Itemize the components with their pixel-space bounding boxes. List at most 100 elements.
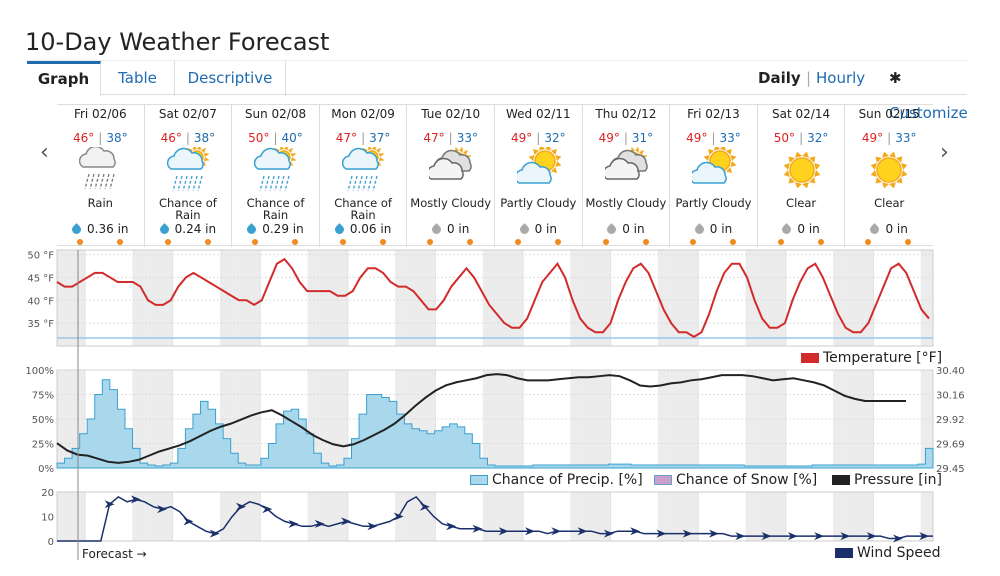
rain-icon (78, 145, 123, 193)
day-temps: 47° | 37° (335, 131, 391, 145)
precip-tick-label: 100% (25, 366, 54, 377)
day-temps: 47° | 33° (423, 131, 478, 145)
wind-direction-arrow (577, 527, 588, 536)
precip-amount: 0.24 in (145, 222, 232, 236)
mostly-cloudy-icon (602, 146, 649, 193)
night-band (219, 250, 233, 346)
day-date: Sun 02/15 (858, 107, 920, 121)
prev-days-button[interactable]: ‹ (40, 140, 49, 165)
night-band (319, 250, 348, 346)
tab-descriptive[interactable]: Descriptive (175, 61, 286, 96)
mostly-cloudy-icon (427, 146, 473, 193)
high-temp: 46° (160, 131, 182, 145)
precip-value: 0 in (622, 222, 645, 236)
sun-times (583, 239, 670, 245)
temperature-line (56, 257, 930, 339)
sunset-icon (467, 239, 474, 245)
temperature-tick-label: 45 °F (27, 273, 54, 284)
legend-snow: Chance of Snow [%] (654, 472, 817, 488)
day-column[interactable]: Tue 02/10 47° | 33° Mostly Cloudy 0 in (407, 105, 495, 247)
night-band (57, 250, 86, 346)
legend-temperature-label: Temperature [°F] (823, 350, 943, 366)
pressure-tick-label: 29.45 (936, 464, 965, 475)
legend-precip: Chance of Precip. [%] (470, 472, 643, 488)
wind-direction-arrow (656, 529, 667, 538)
wind-direction-arrow (157, 505, 168, 514)
night-band (570, 370, 583, 468)
legend-pressure-label: Pressure [in] (854, 472, 942, 488)
daily-toggle[interactable]: Daily (758, 69, 801, 87)
wind-direction-arrow (183, 517, 194, 526)
night-band (307, 492, 320, 541)
wind-tick-label: 0 (48, 537, 54, 548)
precip-value: 0.06 in (349, 222, 392, 236)
day-column[interactable]: Fri 02/13 49° | 33° Partly Cloudy 0 in (670, 105, 758, 247)
partly-cloudy-icon (514, 144, 562, 193)
day-temps: 49° | 31° (598, 131, 654, 145)
sunset-icon (379, 239, 386, 245)
tab-table[interactable]: Table (101, 61, 175, 96)
day-column[interactable]: Wed 02/11 49° | 32° Partly Cloudy 0 in (495, 105, 583, 247)
wind-tick-label: 20 (41, 488, 54, 499)
sunrise-icon (339, 239, 346, 245)
high-temp: 47° (423, 131, 445, 145)
day-column[interactable]: Mon 02/09 47° | 37° Chance of Rain 0.06 in (320, 105, 408, 247)
night-band (307, 250, 320, 346)
wind-direction-arrow (892, 534, 903, 543)
condition-text: Chance of Rain (158, 196, 217, 222)
sunrise-icon (690, 239, 697, 245)
pressure-tick-label: 30.40 (936, 366, 965, 377)
precip-value: 0 in (446, 222, 470, 236)
temperature-tick-label: 35 °F (27, 319, 54, 330)
wind-direction-arrow (341, 517, 352, 526)
tab-graph[interactable]: Graph (27, 61, 101, 96)
temperature-panel (56, 249, 934, 347)
day-column[interactable]: Sun 02/08 50° | 40° Chance of Rain 0.29 in (232, 105, 320, 247)
wind-direction-arrow (262, 505, 273, 514)
night-band (319, 492, 348, 541)
night-band (232, 492, 261, 541)
wind-direction-arrow (235, 502, 246, 511)
precip-amount: 0.29 in (232, 222, 319, 236)
wind-swatch (835, 548, 853, 558)
day-column[interactable]: Sat 02/14 50° | 32° Clear 0 in (758, 105, 846, 247)
pressure-tick-label: 29.69 (936, 440, 965, 451)
precip-tick-label: 25% (32, 440, 54, 451)
condition-text: Partly Cloudy (675, 196, 752, 210)
day-column[interactable]: Sun 02/15 49° | 33° Clear 0 in (845, 105, 933, 247)
day-date: Fri 02/13 (687, 107, 740, 121)
night-band (920, 492, 933, 541)
chance-rain-icon (341, 144, 386, 193)
gear-icon: ✱ (889, 69, 902, 87)
sun-times (145, 239, 232, 245)
day-date: Sat 02/14 (772, 107, 831, 121)
next-days-button[interactable]: › (940, 140, 949, 165)
night-band (395, 250, 408, 346)
wind-direction-arrow (866, 532, 877, 541)
chance-rain-icon (166, 144, 211, 193)
day-column[interactable]: Thu 02/12 49° | 31° Mostly Cloudy 0 in (583, 105, 671, 247)
night-band (57, 492, 86, 541)
condition-text: Mostly Cloudy (410, 196, 492, 210)
night-band (745, 250, 758, 346)
precip-value: 0 in (709, 222, 733, 236)
temperature-swatch (801, 353, 819, 363)
daily-summary-row: Fri 02/06 46° | 38° Rain 0.36 in Sat 02/07… (57, 104, 933, 247)
customize-button[interactable]: ✱ Customize (889, 61, 968, 122)
day-column[interactable]: Sat 02/07 46° | 38° Chance of Rain 0.24 in (145, 105, 233, 247)
wind-panel (56, 491, 934, 542)
wind-direction-arrow (393, 512, 404, 521)
sunset-icon (642, 239, 649, 245)
wind-direction-arrow (551, 527, 562, 536)
low-temp: 32° (807, 131, 829, 145)
legend-snow-label: Chance of Snow [%] (676, 472, 818, 488)
sun-times (758, 239, 845, 245)
night-band (132, 250, 145, 346)
condition-text: Rain (87, 196, 113, 210)
day-column[interactable]: Fri 02/06 46° | 38° Rain 0.36 in (57, 105, 145, 247)
precip-tick-label: 0% (38, 464, 54, 475)
wind-direction-arrow (472, 524, 483, 533)
precip-value: 0.36 in (87, 222, 129, 236)
low-temp: 33° (895, 131, 917, 145)
hourly-toggle[interactable]: Hourly (816, 69, 866, 87)
